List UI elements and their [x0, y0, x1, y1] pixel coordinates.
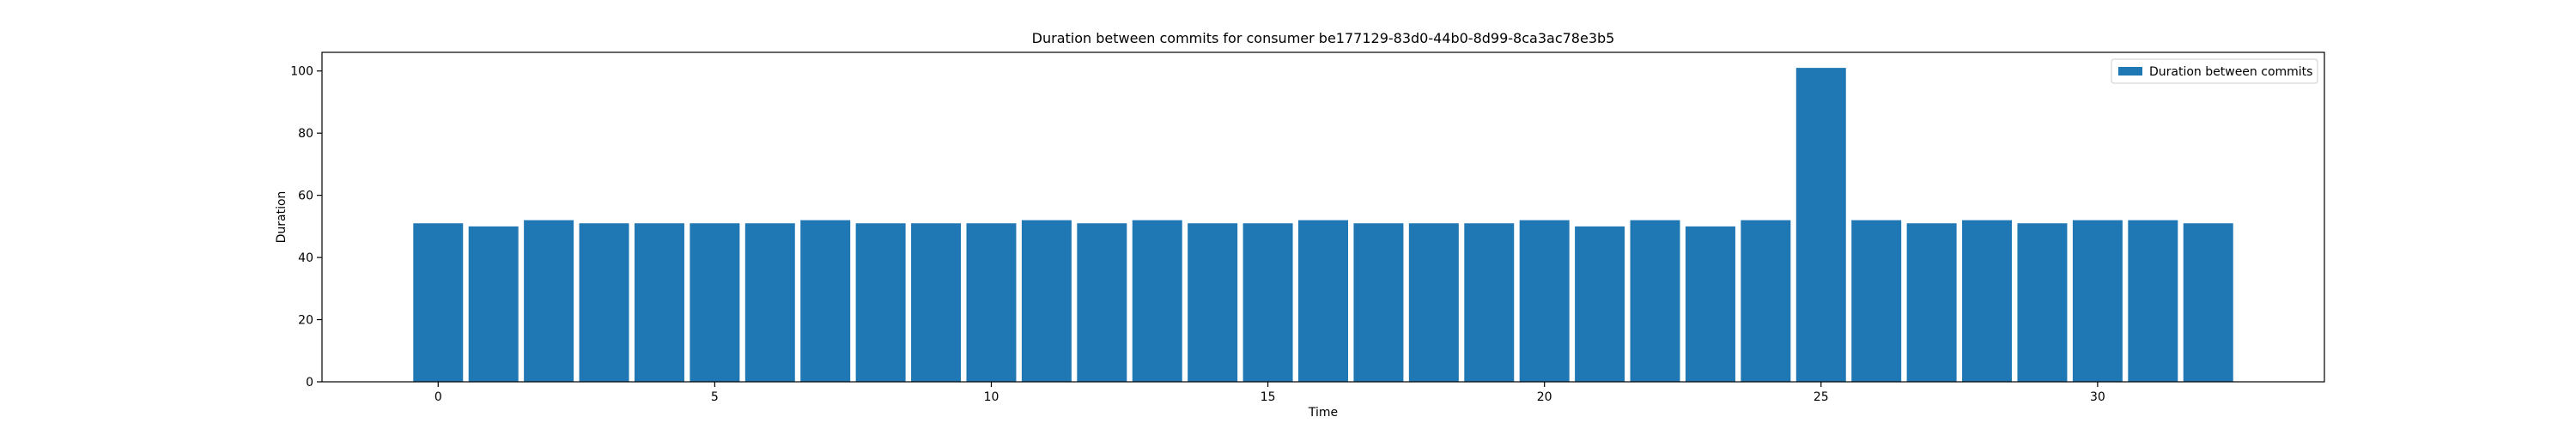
bar-30	[2072, 220, 2123, 382]
y-tick-label: 100	[290, 65, 313, 79]
bar-11	[1021, 220, 1072, 382]
y-tick-label: 60	[298, 190, 313, 203]
bar-2	[524, 220, 574, 382]
x-tick-label: 10	[984, 390, 999, 404]
chart-title: Duration between commits for consumer be…	[1032, 30, 1615, 46]
bar-4	[634, 223, 684, 382]
y-axis-label: Duration	[275, 191, 289, 244]
y-tick-label: 80	[298, 127, 313, 141]
bar-6	[744, 223, 795, 382]
x-tick-label: 0	[434, 390, 442, 404]
y-axis-ticks: 0 20 40 60 80 100	[290, 65, 322, 390]
legend-label: Duration between commits	[2149, 65, 2312, 79]
bar-9	[911, 223, 962, 382]
bar-7	[800, 220, 851, 382]
bar-12	[1077, 223, 1127, 382]
bar-3	[579, 223, 629, 382]
bar-24	[1741, 220, 1791, 382]
bar-5	[690, 223, 740, 382]
bar-0	[413, 223, 464, 382]
bar-32	[2183, 223, 2233, 382]
bar-20	[1519, 220, 1570, 382]
bar-10	[966, 223, 1017, 382]
x-tick-label: 25	[1814, 390, 1829, 404]
bar-19	[1464, 223, 1515, 382]
bar-22	[1630, 220, 1680, 382]
bar-27	[1906, 223, 1957, 382]
x-axis-ticks: 0 5 10 15 20 25 30	[434, 382, 2105, 404]
x-tick-label: 5	[711, 390, 719, 404]
bar-17	[1353, 223, 1404, 382]
bar-23	[1685, 226, 1735, 382]
x-tick-label: 15	[1261, 390, 1276, 404]
bar-29	[2017, 223, 2068, 382]
bar-8	[855, 223, 906, 382]
bar-25	[1795, 68, 1846, 383]
y-tick-label: 20	[298, 314, 313, 328]
plot-area-frame	[321, 51, 2325, 383]
bar-28	[1962, 220, 2013, 382]
bar-31	[2128, 220, 2178, 382]
bar-26	[1851, 220, 1902, 382]
legend-swatch	[2118, 67, 2142, 76]
bar-1	[468, 226, 519, 382]
x-axis-label: Time	[1308, 406, 1338, 420]
bar-15	[1242, 223, 1293, 382]
bar-13	[1132, 220, 1182, 382]
y-tick-label: 40	[298, 251, 313, 265]
y-tick-label: 0	[306, 376, 313, 390]
x-tick-label: 30	[2090, 390, 2105, 404]
legend: Duration between commits	[2111, 58, 2318, 84]
bar-18	[1408, 223, 1459, 382]
x-tick-label: 20	[1537, 390, 1552, 404]
bar-16	[1298, 220, 1348, 382]
bar-21	[1575, 226, 1625, 382]
legend-box	[2111, 58, 2318, 84]
bars-group	[413, 68, 2233, 383]
bar-14	[1188, 223, 1238, 382]
